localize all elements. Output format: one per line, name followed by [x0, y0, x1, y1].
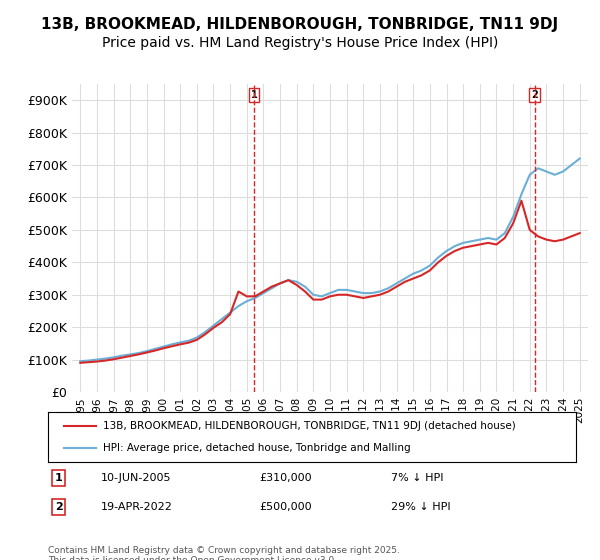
- Text: 13B, BROOKMEAD, HILDENBOROUGH, TONBRIDGE, TN11 9DJ (detached house): 13B, BROOKMEAD, HILDENBOROUGH, TONBRIDGE…: [103, 421, 516, 431]
- Text: HPI: Average price, detached house, Tonbridge and Malling: HPI: Average price, detached house, Tonb…: [103, 443, 411, 453]
- Text: 29% ↓ HPI: 29% ↓ HPI: [391, 502, 451, 512]
- Text: 1: 1: [251, 90, 257, 100]
- Text: Contains HM Land Registry data © Crown copyright and database right 2025.
This d: Contains HM Land Registry data © Crown c…: [48, 546, 400, 560]
- Text: 7% ↓ HPI: 7% ↓ HPI: [391, 473, 444, 483]
- Text: 19-APR-2022: 19-APR-2022: [101, 502, 173, 512]
- Text: Price paid vs. HM Land Registry's House Price Index (HPI): Price paid vs. HM Land Registry's House …: [102, 36, 498, 50]
- Text: £310,000: £310,000: [259, 473, 312, 483]
- Text: 2: 2: [531, 90, 538, 100]
- Text: 13B, BROOKMEAD, HILDENBOROUGH, TONBRIDGE, TN11 9DJ: 13B, BROOKMEAD, HILDENBOROUGH, TONBRIDGE…: [41, 17, 559, 32]
- Text: 1: 1: [55, 473, 62, 483]
- Text: 2: 2: [55, 502, 62, 512]
- Text: 10-JUN-2005: 10-JUN-2005: [101, 473, 172, 483]
- Text: £500,000: £500,000: [259, 502, 312, 512]
